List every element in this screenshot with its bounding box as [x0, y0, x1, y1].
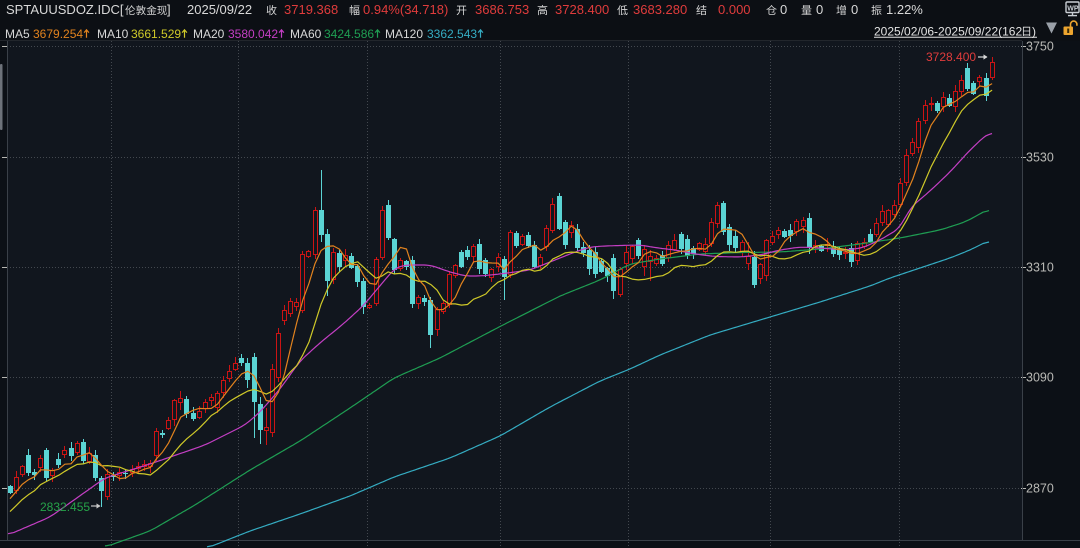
svg-text:2832.455: 2832.455: [40, 500, 90, 514]
svg-text:MA60: MA60: [290, 27, 322, 41]
svg-text:2025/02/06-2025/09/22(162: 2025/02/06-2025/09/22(162: [874, 24, 1022, 38]
svg-text:3580.042: 3580.042: [228, 27, 278, 41]
svg-text:SPTAUUSDOZ.IDC[: SPTAUUSDOZ.IDC[: [6, 2, 124, 17]
svg-text:3362.543: 3362.543: [427, 27, 477, 41]
svg-text:0: 0: [780, 2, 787, 17]
svg-text:3090: 3090: [1026, 371, 1054, 385]
svg-text:3750: 3750: [1026, 40, 1054, 54]
svg-text:3310: 3310: [1026, 261, 1054, 275]
svg-text:MA10: MA10: [97, 27, 129, 41]
svg-text:3728.400: 3728.400: [926, 50, 976, 64]
svg-text:0: 0: [851, 2, 858, 17]
svg-text:3679.254: 3679.254: [33, 27, 83, 41]
svg-text:MA5: MA5: [5, 27, 30, 41]
svg-text:1.22%: 1.22%: [886, 2, 923, 17]
svg-text:2025/09/22: 2025/09/22: [187, 2, 252, 17]
svg-text:): ): [1032, 24, 1036, 38]
svg-text:3661.529: 3661.529: [131, 27, 181, 41]
svg-text:3686.753: 3686.753: [475, 2, 529, 17]
svg-text:2870: 2870: [1026, 482, 1054, 496]
svg-text:0: 0: [816, 2, 823, 17]
svg-text:0.000: 0.000: [718, 2, 751, 17]
svg-text:3728.400: 3728.400: [555, 2, 609, 17]
svg-text:MA20: MA20: [193, 27, 225, 41]
svg-text:0.94%(34.718): 0.94%(34.718): [363, 2, 448, 17]
svg-text:WP: WP: [1067, 6, 1079, 13]
svg-text:3719.368: 3719.368: [284, 2, 338, 17]
svg-text:]: ]: [167, 2, 171, 17]
svg-text:3424.586: 3424.586: [324, 27, 374, 41]
svg-text:MA120: MA120: [385, 27, 423, 41]
svg-text:3530: 3530: [1026, 151, 1054, 165]
svg-text:3683.280: 3683.280: [633, 2, 687, 17]
